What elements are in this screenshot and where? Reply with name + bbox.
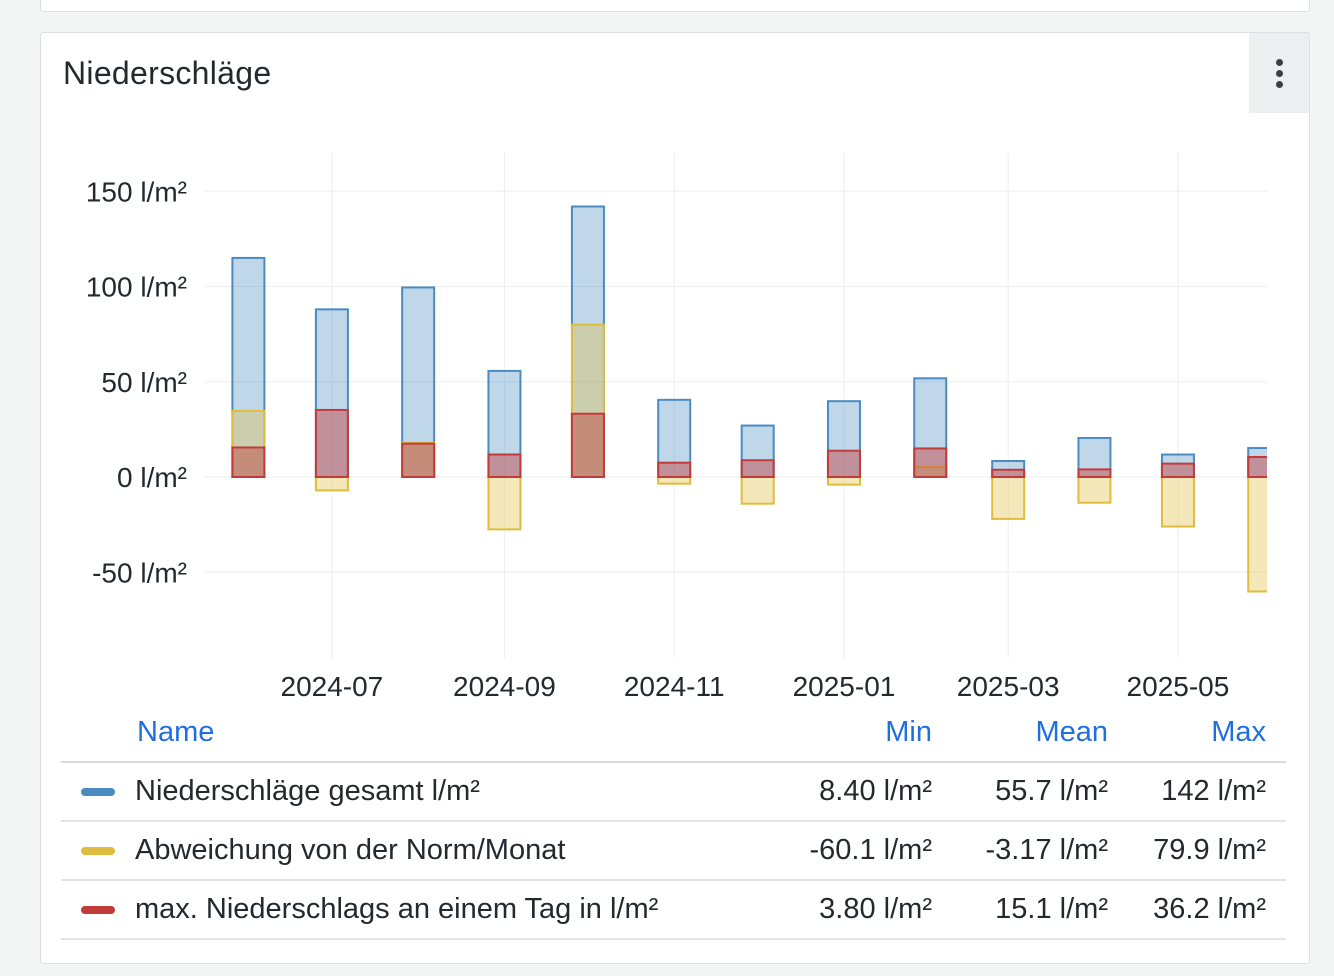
- bar-total[interactable]: [826, 400, 861, 478]
- y-tick-label: 50 l/m²: [101, 367, 187, 398]
- legend-mean-value: 15.1 l/m²: [932, 880, 1108, 940]
- bar-deviation[interactable]: [1160, 476, 1195, 528]
- bar-deviation[interactable]: [657, 476, 692, 485]
- bar-deviation[interactable]: [231, 409, 266, 479]
- legend-mean-value: 55.7 l/m²: [932, 762, 1108, 822]
- bar-deviation[interactable]: [314, 476, 349, 492]
- legend-max-value: 36.2 l/m²: [1108, 880, 1286, 940]
- legend-name-cell: max. Niederschlags an einem Tag in l/m²: [61, 880, 764, 940]
- x-tick-label: 2025-05: [1127, 671, 1230, 702]
- x-tick-label: 2024-09: [453, 671, 556, 702]
- bar-total[interactable]: [487, 369, 522, 479]
- legend-row[interactable]: Niederschläge gesamt l/m² 8.40 l/m² 55.7…: [61, 762, 1286, 822]
- bar-deviation[interactable]: [991, 476, 1026, 520]
- legend-series-name: max. Niederschlags an einem Tag in l/m²: [135, 893, 659, 925]
- bar-total[interactable]: [740, 424, 775, 479]
- bars-group: [231, 205, 1280, 593]
- bar-daily-max[interactable]: [1247, 455, 1280, 478]
- legend-header-row: Name Min Mean Max: [61, 703, 1286, 762]
- legend-min-value: -60.1 l/m²: [764, 821, 932, 881]
- bar-daily-max[interactable]: [570, 412, 605, 478]
- bar-daily-max[interactable]: [231, 446, 266, 479]
- y-tick-label: 100 l/m²: [86, 272, 187, 303]
- legend-header-name[interactable]: Name: [137, 715, 215, 748]
- x-tick-label: 2024-07: [281, 671, 384, 702]
- legend-row[interactable]: max. Niederschlags an einem Tag in l/m² …: [61, 880, 1286, 940]
- bar-total[interactable]: [401, 286, 436, 478]
- bar-total[interactable]: [314, 308, 349, 478]
- legend-series-name: Niederschläge gesamt l/m²: [135, 775, 480, 807]
- series-swatch-yellow: [81, 847, 115, 856]
- bar-daily-max[interactable]: [401, 442, 436, 479]
- legend-name-cell: Niederschläge gesamt l/m²: [61, 762, 764, 822]
- y-tick-label: -50 l/m²: [92, 557, 187, 588]
- precipitation-panel: Niederschläge 150 l/m² 100 l/m² 50 l/m² 0 l…: [40, 32, 1310, 964]
- legend-min-value: 8.40 l/m²: [764, 762, 932, 822]
- bar-deviation[interactable]: [740, 476, 775, 505]
- legend-series-name: Abweichung von der Norm/Monat: [135, 834, 566, 866]
- legend-table: Name Min Mean Max Niederschläge gesamt l…: [61, 703, 1286, 940]
- bar-daily-max[interactable]: [1077, 468, 1112, 479]
- legend-max-value: 142 l/m²: [1108, 762, 1286, 822]
- x-tick-label: 2025-01: [793, 671, 896, 702]
- legend-min-value: 3.80 l/m²: [764, 880, 932, 940]
- bar-daily-max[interactable]: [740, 459, 775, 478]
- bar-total[interactable]: [657, 398, 692, 478]
- bar-daily-max[interactable]: [826, 449, 861, 478]
- series-swatch-blue: [81, 788, 115, 797]
- x-tick-label: 2024-11: [624, 671, 725, 702]
- bar-deviation[interactable]: [570, 323, 605, 478]
- legend-name-cell: Abweichung von der Norm/Monat: [61, 821, 764, 881]
- bar-daily-max[interactable]: [991, 468, 1026, 478]
- more-vertical-icon-dot: [1276, 70, 1283, 77]
- bar-deviation[interactable]: [826, 476, 861, 486]
- bar-deviation[interactable]: [1077, 476, 1112, 504]
- more-vertical-icon-dot: [1276, 81, 1283, 88]
- bar-deviation[interactable]: [487, 476, 522, 531]
- y-tick-label: 150 l/m²: [86, 176, 187, 207]
- previous-panel-edge: [40, 0, 1310, 12]
- precipitation-chart: 150 l/m² 100 l/m² 50 l/m² 0 l/m² -50 l/m² 202…: [86, 153, 1280, 702]
- legend-row[interactable]: Abweichung von der Norm/Monat -60.1 l/m²…: [61, 821, 1286, 881]
- bar-total[interactable]: [231, 256, 266, 478]
- legend-header-min[interactable]: Min: [885, 715, 932, 748]
- panel-menu-button[interactable]: [1249, 33, 1309, 113]
- bar-daily-max[interactable]: [1160, 462, 1195, 479]
- bar-daily-max[interactable]: [657, 461, 692, 478]
- series-swatch-red: [81, 906, 115, 915]
- panel-title: Niederschläge: [63, 55, 272, 91]
- legend-max-value: 79.9 l/m²: [1108, 821, 1286, 881]
- bar-total[interactable]: [913, 377, 948, 479]
- y-tick-label: 0 l/m²: [117, 462, 187, 493]
- bar-daily-max[interactable]: [487, 453, 522, 478]
- legend-mean-value: -3.17 l/m²: [932, 821, 1108, 881]
- bar-deviation[interactable]: [1247, 476, 1280, 593]
- x-tick-label: 2025-03: [957, 671, 1060, 702]
- bar-daily-max[interactable]: [314, 408, 349, 478]
- more-vertical-icon: [1276, 59, 1283, 66]
- bar-daily-max[interactable]: [913, 447, 948, 478]
- legend-header-mean[interactable]: Mean: [1035, 715, 1108, 748]
- legend-header-max[interactable]: Max: [1211, 715, 1266, 748]
